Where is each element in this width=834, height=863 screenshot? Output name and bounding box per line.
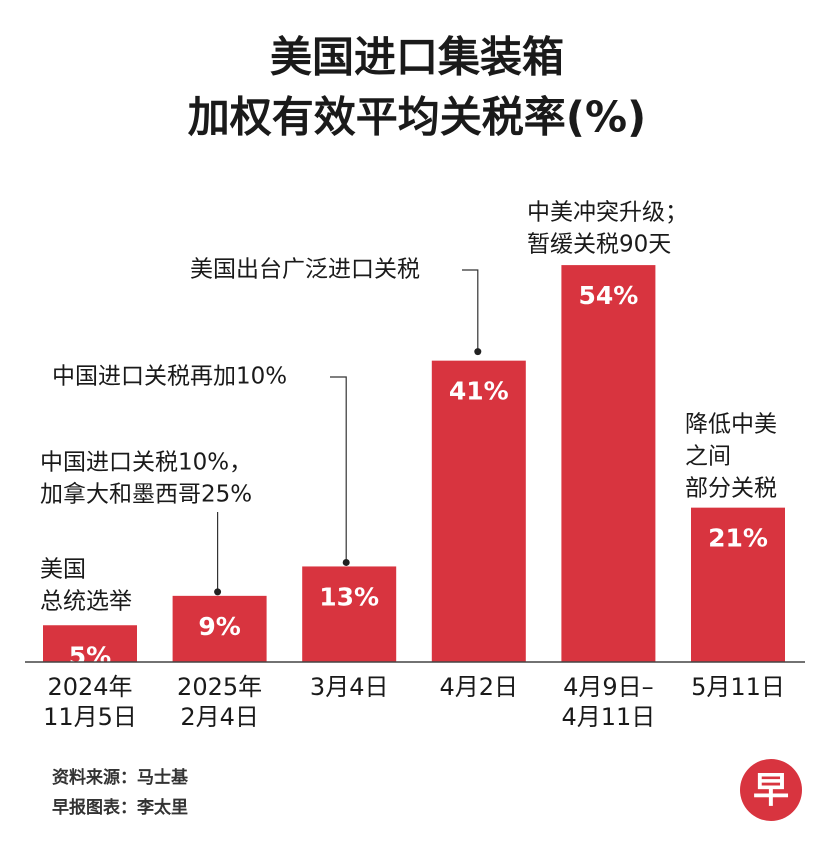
x-tick-label: 5月11日 [691, 673, 785, 701]
bar [302, 566, 397, 662]
connector-dot [214, 588, 222, 596]
bar [172, 595, 267, 662]
connector-dot [342, 558, 350, 566]
chart-title: 美国进口集装箱 [270, 33, 564, 82]
x-tick-label: 11月5日 [43, 703, 137, 731]
annotation: 中国进口关税10%， [40, 450, 252, 476]
annotation: 美国 [40, 557, 86, 583]
value-label: 41% [449, 377, 509, 406]
connector [462, 269, 479, 352]
annotation: 加拿大和墨西哥25% [40, 481, 252, 508]
value-label: 5% [69, 641, 111, 670]
bar [43, 625, 137, 662]
bar [431, 360, 526, 662]
annotation: 部分关税 [685, 476, 777, 502]
annotation: 中国进口关税再加10% [52, 364, 287, 390]
annotation: 总统选举 [40, 589, 132, 615]
logo-text: 早 [753, 770, 789, 811]
logo-circle [740, 759, 802, 821]
value-label: 9% [198, 612, 240, 641]
footer-text: 早报图表：李太里 [52, 797, 188, 818]
x-tick-label: 4月11日 [561, 703, 655, 731]
x-tick-label: 4月9日– [563, 673, 654, 701]
chart-title: 加权有效平均关税率(%) [188, 93, 646, 142]
annotation: 暂缓关税90天 [527, 232, 671, 258]
connector-dot [474, 348, 482, 356]
footer-text: 资料来源：马士基 [52, 767, 189, 788]
annotation: 美国出台广泛进口关税 [190, 257, 420, 283]
annotation: 中美冲突升级； [527, 200, 688, 226]
bar [691, 507, 785, 662]
x-tick-label: 2024年 [47, 673, 132, 701]
annotation: 之间 [685, 444, 731, 470]
x-tick-label: 4月2日 [440, 673, 519, 701]
bar [561, 265, 656, 662]
x-tick-label: 3月4日 [310, 673, 389, 701]
connector [330, 376, 347, 563]
x-tick-label: 2月4日 [180, 703, 259, 731]
value-label: 13% [319, 582, 379, 611]
x-tick-label: 2025年 [177, 673, 262, 701]
value-label: 54% [578, 281, 638, 310]
annotation: 降低中美 [685, 412, 777, 438]
value-label: 21% [708, 524, 768, 553]
